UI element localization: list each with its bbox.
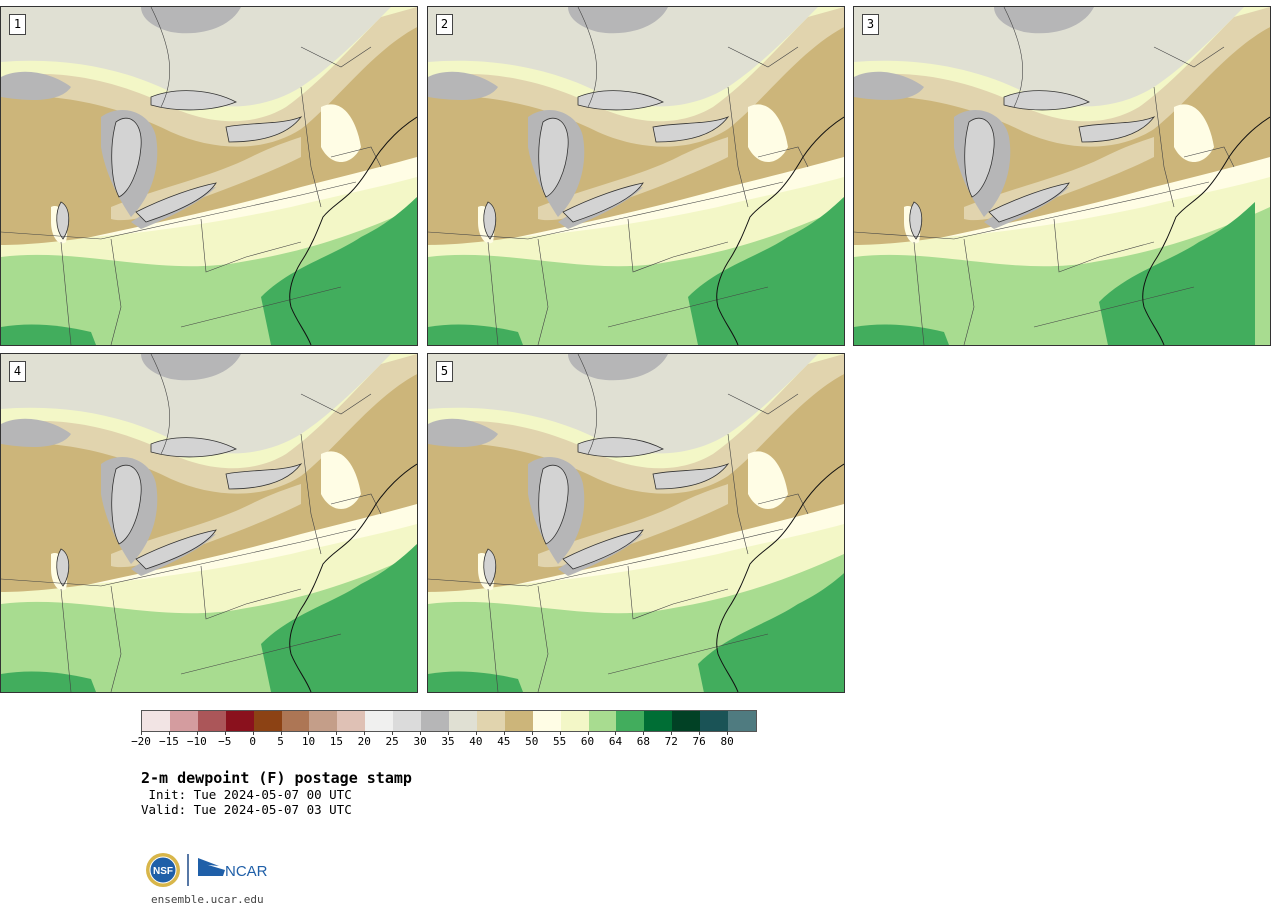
colorbar-tick (280, 731, 282, 735)
ncar-logo-icon: NCAR (198, 858, 268, 880)
colorbar-segment (588, 711, 617, 731)
colorbar-segment (560, 711, 589, 731)
forecast-panel-4: 4 (0, 353, 418, 693)
svg-text:NCAR: NCAR (225, 863, 268, 880)
svg-text:NSF: NSF (153, 866, 173, 877)
colorbar-segment (700, 711, 729, 731)
colorbar-tick (559, 731, 561, 735)
colorbar-tick-label: 35 (441, 735, 455, 748)
colorbar-tick (727, 731, 729, 735)
colorbar-tick (475, 731, 477, 735)
colorbar-segment (365, 711, 394, 731)
figure-title: 2-m dewpoint (F) postage stamp (141, 769, 412, 787)
colorbar-segment (281, 711, 310, 731)
colorbar-tick-label: 72 (664, 735, 678, 748)
website-url: ensemble.ucar.edu (151, 893, 264, 906)
panel-label-2: 2 (436, 14, 453, 35)
colorbar-tick (420, 731, 422, 735)
colorbar-tick-label: 15 (329, 735, 343, 748)
colorbar-segment (448, 711, 477, 731)
colorbar-tick-label: 25 (385, 735, 399, 748)
colorbar-segment (393, 711, 422, 731)
colorbar-segment (253, 711, 282, 731)
colorbar-tick (364, 731, 366, 735)
colorbar-tick-label: −15 (158, 735, 179, 748)
colorbar-tick (168, 731, 170, 735)
colorbar-ticks: −20 −15 −10 −5 0 5 10 15 20 25 30 35 40 45 50 55 60 64 68 7… (131, 731, 755, 749)
colorbar-tick (336, 731, 338, 735)
colorbar-tick (531, 731, 533, 735)
colorbar-segment (142, 711, 170, 731)
colorbar-tick (503, 731, 505, 735)
colorbar-segment (532, 711, 561, 731)
colorbar-tick (196, 731, 198, 735)
colorbar-segment (197, 711, 226, 731)
colorbar-tick-label: 20 (357, 735, 371, 748)
colorbar-segment (672, 711, 701, 731)
colorbar-tick (252, 731, 254, 735)
dewpoint-map-4 (1, 354, 417, 692)
colorbar-tick (224, 731, 226, 735)
colorbar-tick-label: 40 (469, 735, 483, 748)
nsf-seal-icon: NSF (146, 853, 180, 887)
colorbar-tick (448, 731, 449, 735)
forecast-panel-1: 1 (0, 6, 418, 346)
colorbar-tick (671, 731, 673, 735)
colorbar-tick-label: 10 (301, 735, 316, 748)
colorbar-tick (615, 731, 617, 735)
init-time: Init: Tue 2024-05-07 00 UTC (141, 787, 352, 802)
colorbar-tick-label: 55 (553, 735, 567, 748)
colorbar-tick (141, 731, 142, 735)
colorbar-tick-label: 50 (525, 735, 539, 748)
panel-label-1: 1 (9, 14, 26, 35)
colorbar-segment (476, 711, 505, 731)
colorbar-segment (728, 711, 756, 731)
forecast-panel-5: 5 (427, 353, 845, 693)
colorbar-tick (308, 731, 310, 735)
dewpoint-colorbar (141, 710, 757, 732)
dewpoint-map-1 (1, 7, 417, 345)
colorbar-tick-label: 64 (608, 735, 623, 748)
colorbar-segment (309, 711, 338, 731)
colorbar-segment (337, 711, 366, 731)
colorbar-tick-label: 76 (692, 735, 706, 748)
colorbar-segment (644, 711, 673, 731)
dewpoint-map-2 (428, 7, 844, 345)
colorbar-tick-label: 30 (413, 735, 427, 748)
nsf-ncar-logo: NSF NCAR (145, 852, 275, 888)
colorbar-tick-label: 5 (277, 735, 284, 748)
colorbar-segment (225, 711, 254, 731)
colorbar-tick (392, 731, 394, 735)
colorbar-tick (643, 731, 645, 735)
colorbar-segment (169, 711, 198, 731)
colorbar-tick-label: −20 (131, 735, 151, 748)
dewpoint-map-3 (854, 7, 1270, 345)
forecast-panel-3: 3 (853, 6, 1271, 346)
colorbar-segment (616, 711, 645, 731)
colorbar-tick-label: 80 (720, 735, 734, 748)
forecast-panel-2: 2 (427, 6, 845, 346)
colorbar-tick (699, 731, 701, 735)
dewpoint-map-5 (428, 354, 844, 692)
colorbar-segment (421, 711, 449, 731)
panel-label-3: 3 (862, 14, 879, 35)
colorbar-tick-label: 45 (497, 735, 511, 748)
panel-label-5: 5 (436, 361, 453, 382)
colorbar-tick-label: 60 (580, 735, 595, 748)
colorbar-tick-label: −10 (186, 735, 207, 748)
colorbar-tick-label: 0 (249, 735, 256, 748)
colorbar-tick-label: −5 (218, 735, 232, 748)
colorbar-tick-label: 68 (636, 735, 650, 748)
panel-label-4: 4 (9, 361, 26, 382)
colorbar-tick (587, 731, 589, 735)
colorbar-segment (504, 711, 533, 731)
valid-time: Valid: Tue 2024-05-07 03 UTC (141, 802, 352, 817)
